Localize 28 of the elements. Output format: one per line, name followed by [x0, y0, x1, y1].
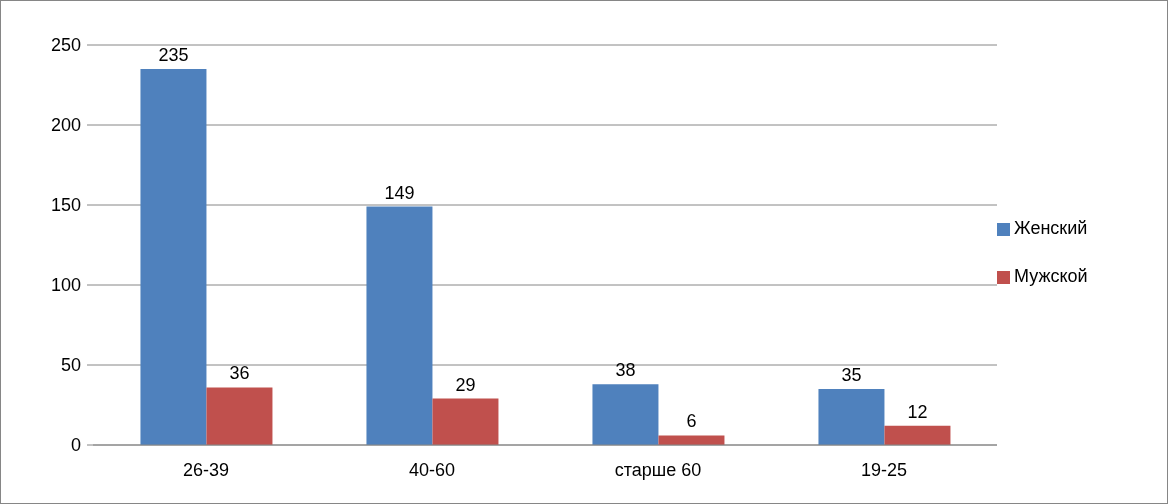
bar [366, 206, 433, 445]
bar [592, 384, 659, 445]
legend-label: Женский [1014, 218, 1088, 238]
data-label: 38 [615, 360, 636, 381]
data-label: 149 [384, 182, 415, 203]
y-tick-label: 200 [50, 115, 81, 136]
y-tick-label: 250 [50, 35, 81, 56]
x-tick-label: 26-39 [182, 459, 230, 480]
data-label: 35 [841, 365, 862, 385]
y-tick-label: 100 [50, 275, 81, 296]
y-tick-label: 50 [60, 355, 81, 376]
bar [140, 69, 207, 445]
x-tick-label: 40-60 [408, 459, 456, 480]
y-tick-label: 0 [70, 435, 81, 456]
data-label: 6 [686, 411, 697, 432]
bar [432, 398, 499, 445]
x-tick-label: 19-25 [860, 459, 908, 480]
bar [658, 435, 725, 445]
x-tick-label: старше 60 [614, 459, 702, 480]
data-label: 29 [455, 374, 476, 395]
data-label: 12 [907, 401, 928, 422]
legend-label: Мужской [1014, 266, 1088, 286]
data-label: 235 [158, 45, 189, 65]
bar [818, 389, 885, 445]
data-label: 36 [229, 363, 250, 384]
bar [884, 425, 951, 445]
bar [206, 387, 273, 445]
y-tick-label: 150 [50, 195, 81, 216]
